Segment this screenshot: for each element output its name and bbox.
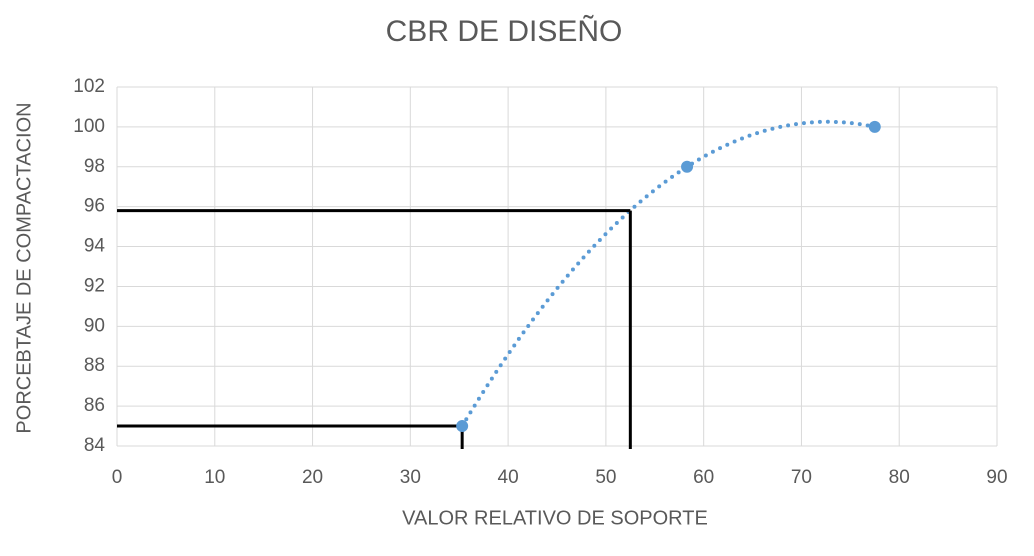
x-tick-label: 80 <box>889 467 910 488</box>
y-axis-label: PORCEBTAJE DE COMPACTACION <box>13 102 35 433</box>
y-tick-label: 102 <box>73 76 105 97</box>
y-tick-label: 90 <box>84 315 105 336</box>
x-tick-label: 60 <box>693 467 714 488</box>
x-tick-label: 30 <box>400 467 421 488</box>
trendline <box>460 119 877 429</box>
x-tick-label: 50 <box>595 467 616 488</box>
y-tick-label: 94 <box>84 236 106 257</box>
point <box>681 160 694 173</box>
y-tick-label: 84 <box>84 435 106 456</box>
y-tick-label: 100 <box>73 116 105 137</box>
y-tick-label: 92 <box>84 275 105 296</box>
x-tick-label: 40 <box>498 467 519 488</box>
x-tick-label: 20 <box>302 467 323 488</box>
y-tick-label: 98 <box>84 156 105 177</box>
chart-title: CBR DE DISEÑO <box>386 14 623 48</box>
point <box>456 420 469 433</box>
y-tick-label: 96 <box>84 196 105 217</box>
y-tick-label: 86 <box>84 395 105 416</box>
x-tick-label: 70 <box>791 467 812 488</box>
x-axis-label: VALOR RELATIVO DE SOPORTE <box>402 507 708 529</box>
x-tick-label: 0 <box>112 467 123 488</box>
point <box>868 120 881 133</box>
y-tick-label: 88 <box>84 355 105 376</box>
x-tick-label: 90 <box>986 467 1007 488</box>
x-tick-label: 10 <box>204 467 225 488</box>
